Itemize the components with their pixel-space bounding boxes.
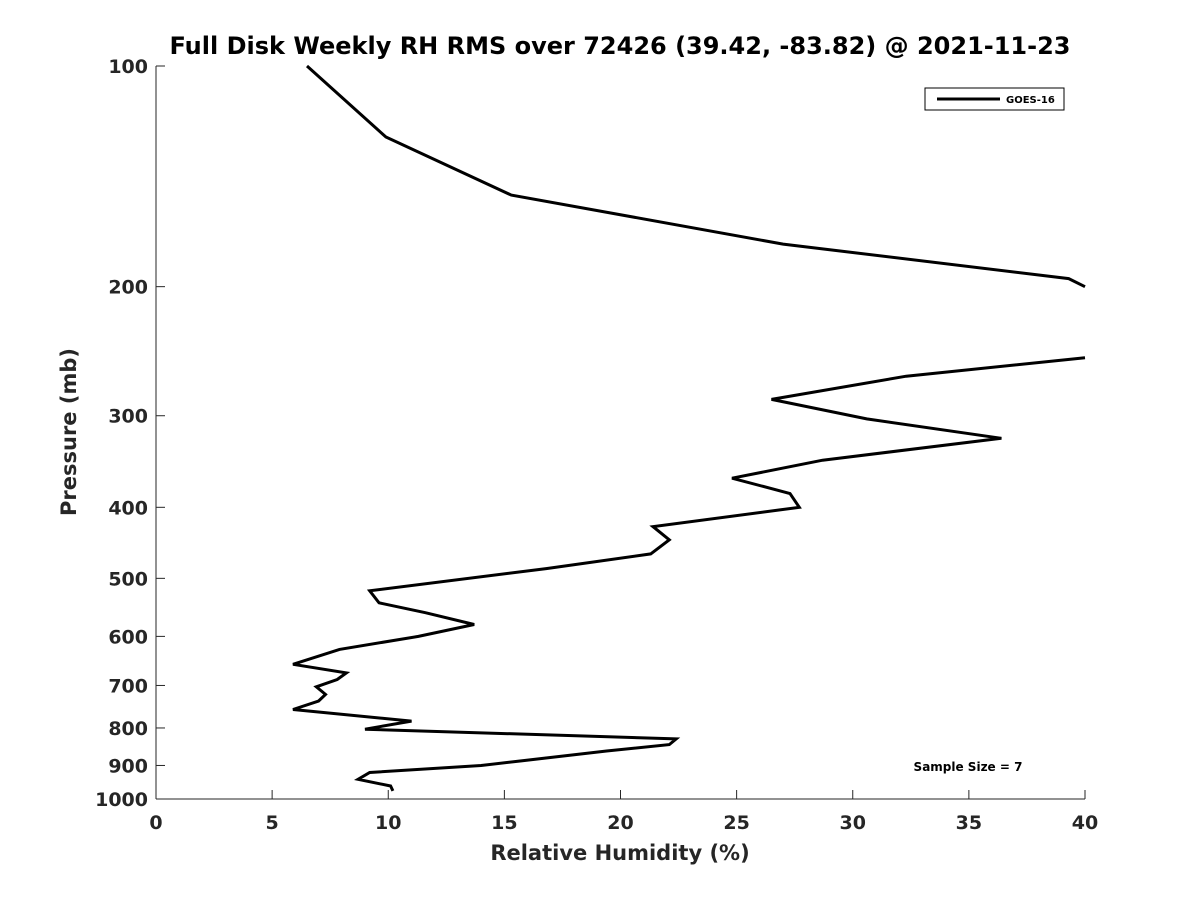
chart-title: Full Disk Weekly RH RMS over 72426 (39.4… [169, 32, 1070, 60]
x-tick-label: 15 [491, 812, 517, 834]
legend: GOES-16 [924, 87, 1065, 111]
x-tick-label: 25 [723, 812, 749, 834]
x-tick-label: 0 [149, 812, 162, 834]
y-tick-label: 400 [108, 497, 148, 519]
y-tick-label: 700 [108, 675, 148, 697]
y-tick-label: 100 [108, 56, 148, 78]
y-tick-label: 800 [108, 718, 148, 740]
legend-entry-goes-16: GOES-16 [1006, 95, 1055, 106]
y-tick-label: 200 [108, 277, 148, 299]
y-tick-label: 600 [108, 626, 148, 648]
plot-area [292, 64, 1086, 792]
sample-size-annotation: Sample Size = 7 [914, 760, 1023, 774]
y-tick-label: 900 [108, 755, 148, 777]
y-tick-label: 500 [108, 568, 148, 590]
x-tick-label: 30 [840, 812, 866, 834]
y-tick-label: 1000 [95, 789, 148, 811]
x-tick-label: 5 [266, 812, 279, 834]
axes: 0 5 10 15 20 25 30 35 40 100 200 300 400 500 600 700 800… [95, 56, 1098, 834]
x-tick-label: 10 [375, 812, 401, 834]
series-line-segment [305, 64, 1086, 289]
x-axis-label: Relative Humidity (%) [490, 841, 749, 865]
y-axis-label: Pressure (mb) [57, 348, 81, 516]
series-line-segment [292, 356, 1086, 792]
x-tick-label: 20 [607, 812, 633, 834]
x-tick-label: 35 [956, 812, 982, 834]
y-tick-label: 300 [108, 406, 148, 428]
x-tick-label: 40 [1072, 812, 1098, 834]
series-goes-16 [292, 64, 1086, 792]
